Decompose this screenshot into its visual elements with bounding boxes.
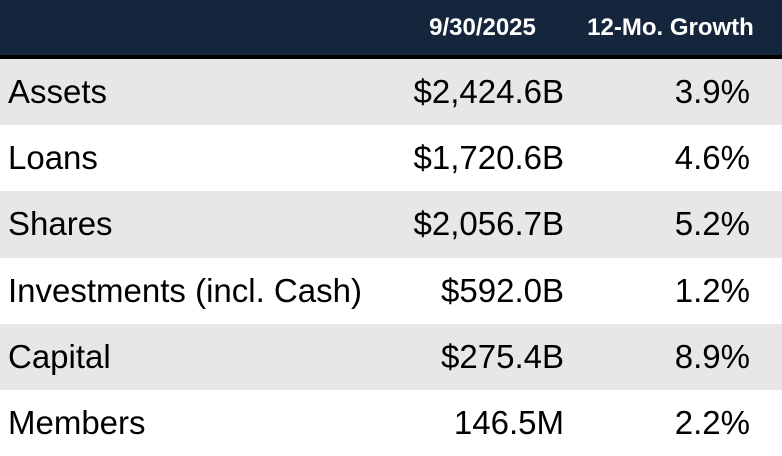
- table-row-capital: Capital $275.4B 8.9%: [0, 323, 782, 390]
- row-label: Investments (incl. Cash): [8, 271, 362, 309]
- row-growth: 2.2%: [674, 403, 750, 441]
- row-label: Members: [8, 403, 146, 441]
- row-growth: 4.6%: [674, 139, 750, 177]
- row-label: Shares: [8, 205, 113, 243]
- header-growth-cell: 12-Mo. Growth: [587, 13, 754, 41]
- row-value: $2,056.7B: [413, 205, 564, 243]
- row-value: $2,424.6B: [413, 73, 564, 111]
- table-row-investments: Investments (incl. Cash) $592.0B 1.2%: [0, 257, 782, 324]
- row-growth: 1.2%: [674, 271, 750, 309]
- table-row-loans: Loans $1,720.6B 4.6%: [0, 125, 782, 192]
- row-value: $275.4B: [441, 337, 564, 375]
- row-growth: 3.9%: [674, 73, 750, 111]
- row-label: Loans: [8, 139, 98, 177]
- row-label: Assets: [8, 73, 108, 111]
- table-row-assets: Assets $2,424.6B 3.9%: [0, 59, 782, 126]
- table-header-row: 9/30/2025 12-Mo. Growth: [0, 0, 782, 59]
- header-date-cell: 9/30/2025: [429, 13, 536, 41]
- row-value: $1,720.6B: [413, 139, 564, 177]
- table-row-shares: Shares $2,056.7B 5.2%: [0, 191, 782, 258]
- row-growth: 8.9%: [674, 337, 750, 375]
- row-growth: 5.2%: [674, 205, 750, 243]
- row-label: Capital: [8, 337, 111, 375]
- row-value: $592.0B: [441, 271, 564, 309]
- row-value: 146.5M: [453, 403, 564, 441]
- table-row-members: Members 146.5M 2.2%: [0, 389, 782, 456]
